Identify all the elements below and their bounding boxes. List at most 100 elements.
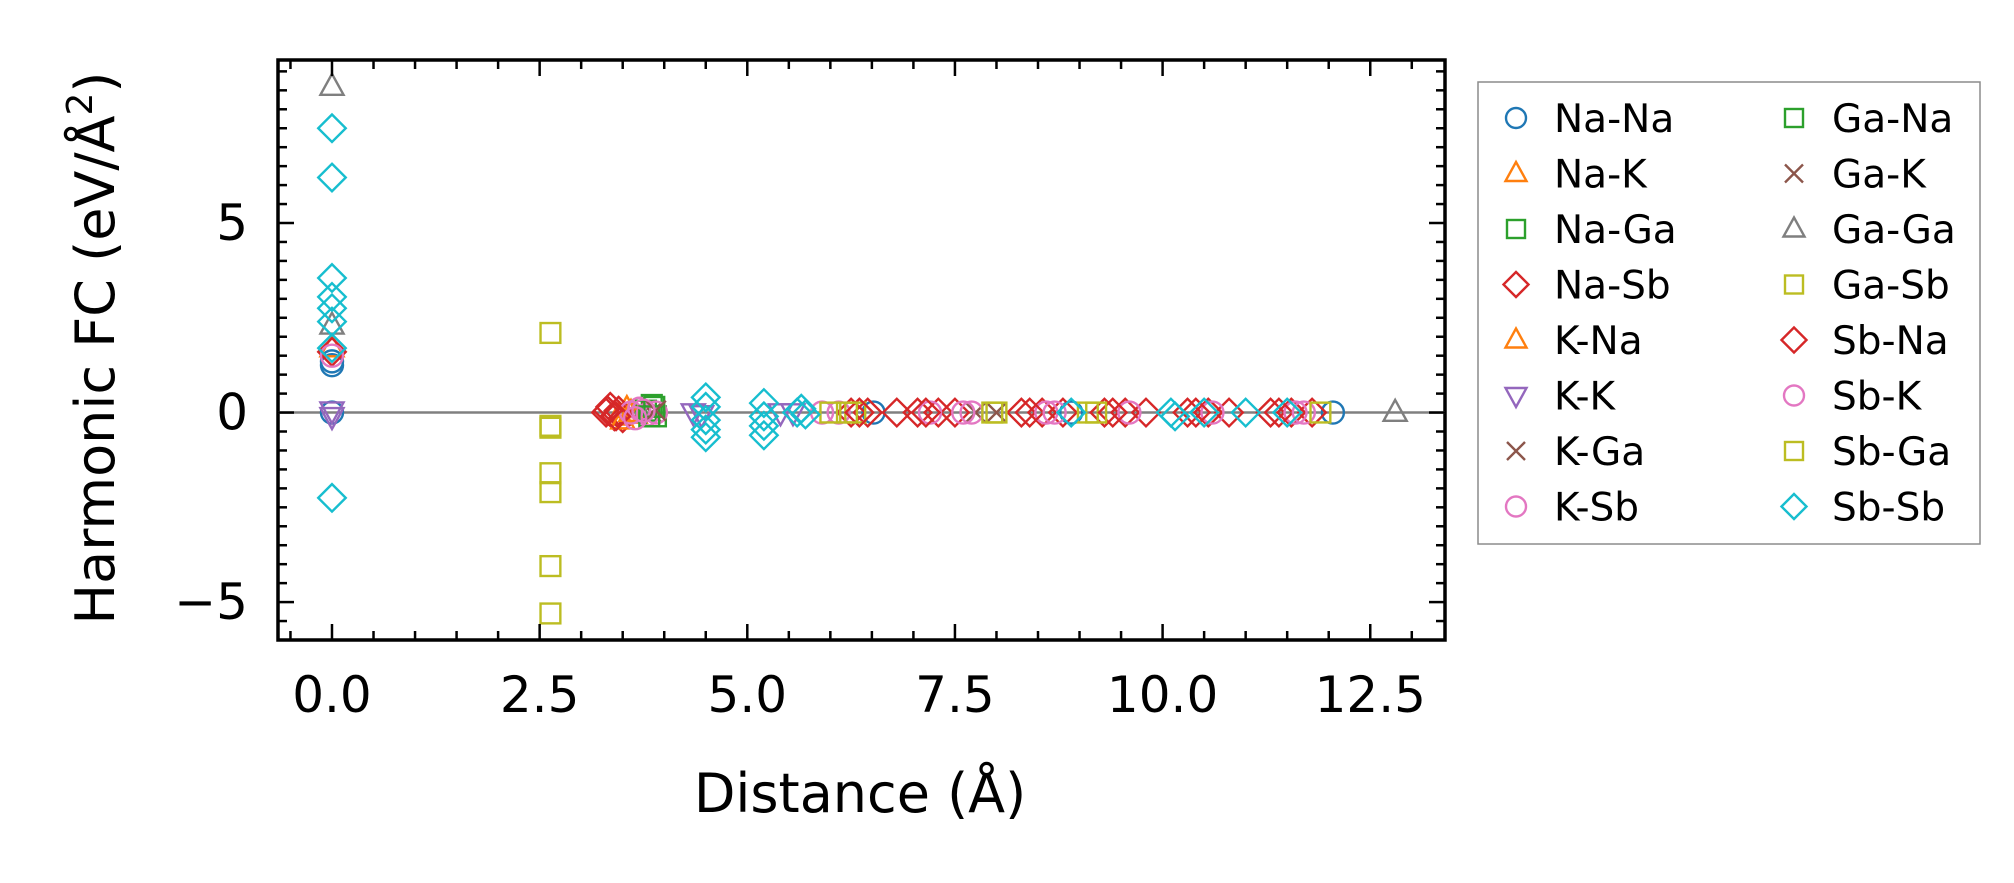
legend-label: K-Na [1554, 319, 1643, 364]
point-na-na [319, 349, 345, 374]
point-na-sb [1005, 397, 1037, 428]
point-sb-na [1263, 397, 1295, 428]
point-sb-sb [316, 332, 348, 364]
point-na-na [1320, 400, 1346, 425]
x-tick-label: 12.5 [1315, 666, 1426, 724]
data-markers [316, 71, 1409, 625]
point-na-sb [1026, 397, 1058, 428]
legend-label: Ga-Na [1832, 97, 1953, 142]
point-sb-sb [1271, 397, 1303, 428]
y-axis-title-end: ) [64, 72, 127, 93]
legend-entry-ga-ga: Ga-Ga [1781, 208, 1956, 253]
legend-marker [1504, 495, 1528, 518]
point-k-k [318, 401, 346, 426]
point-sb-sb [789, 398, 821, 430]
point-na-sb [1172, 397, 1203, 428]
point-sb-sb [316, 482, 348, 514]
point-sb-sb [748, 400, 780, 432]
point-na-sb [1296, 397, 1328, 428]
point-ga-ga [1381, 397, 1409, 422]
plot-frame [276, 58, 1447, 642]
legend-entry-k-ga: K-Ga [1506, 430, 1645, 475]
y-tick-label: 5 [216, 194, 248, 252]
legend-marker [1506, 441, 1526, 461]
point-sb-sb [690, 381, 722, 413]
legend-entry-sb-ga: Sb-Ga [1783, 430, 1951, 475]
point-sb-na [1014, 397, 1046, 428]
point-ga-sb [539, 481, 562, 504]
legend-marker [1503, 386, 1529, 410]
legend-marker [1781, 215, 1807, 238]
x-tick-label: 5.0 [708, 666, 788, 724]
x-tick-label: 0.0 [292, 666, 372, 724]
legend-marker [1784, 163, 1804, 184]
legend-marker [1783, 107, 1805, 129]
point-sb-ga [835, 401, 859, 424]
point-sb-ga [981, 401, 1004, 424]
point-k-sb [1117, 400, 1142, 425]
point-sb-k [951, 400, 976, 425]
point-na-sb [1109, 397, 1141, 428]
legend-label: Na-Na [1554, 97, 1674, 142]
legend-label: Sb-K [1832, 375, 1923, 420]
point-na-sb [939, 397, 971, 428]
point-sb-sb [690, 414, 722, 446]
point-na-sb [881, 397, 913, 428]
legend-label: Ga-K [1832, 153, 1927, 198]
point-sb-sb [316, 281, 348, 313]
x-axis-title: Distance (Å) [694, 761, 1026, 825]
point-na-sb [835, 397, 867, 428]
legend-label: K-Sb [1554, 486, 1639, 531]
point-na-sb [1213, 397, 1245, 428]
point-sb-k [631, 398, 656, 423]
point-sb-sb [316, 292, 348, 324]
legend-label: Sb-Na [1832, 319, 1949, 364]
point-sb-sb [748, 410, 780, 442]
point-na-sb [1047, 397, 1079, 428]
legend-entry-k-na: K-Na [1503, 319, 1643, 364]
legend-entry-ga-na: Ga-Na [1783, 97, 1953, 142]
point-ga-na [643, 395, 666, 418]
point-sb-ga [539, 416, 562, 439]
point-ga-sb [539, 602, 562, 625]
point-na-sb [852, 397, 884, 428]
y-tick-label: 0 [216, 384, 248, 442]
legend-box [1477, 81, 1981, 545]
point-sb-na [910, 397, 942, 428]
legend-marker [1782, 384, 1806, 407]
point-na-sb [922, 397, 954, 428]
legend-label: K-K [1554, 375, 1617, 420]
legend-entry-sb-k: Sb-K [1782, 375, 1923, 420]
legend-marker [1783, 440, 1805, 462]
legend-label: Na-Sb [1554, 264, 1671, 309]
legend-label: Na-K [1554, 153, 1648, 198]
point-sb-sb [1230, 397, 1262, 428]
legend-label: Ga-Ga [1832, 208, 1956, 253]
point-ga-sb [539, 462, 562, 485]
plot-area [276, 58, 1447, 642]
legend-label: K-Ga [1554, 430, 1645, 475]
point-na-sb [902, 397, 934, 428]
point-sb-k [622, 406, 648, 431]
legend-entry-na-ga: Na-Ga [1505, 208, 1677, 253]
point-na-sb [1130, 397, 1162, 428]
point-na-na [1059, 400, 1084, 425]
legend-entry-k-sb: K-Sb [1504, 486, 1639, 531]
x-tick-label: 7.5 [915, 666, 995, 724]
point-k-sb [1283, 400, 1308, 425]
legend-entry-na-sb: Na-Sb [1501, 264, 1671, 309]
legend-marker [1779, 325, 1809, 355]
y-tick-label: −5 [174, 573, 248, 631]
legend-entry-sb-sb: Sb-Sb [1779, 486, 1945, 531]
point-k-k [318, 406, 346, 432]
tick-labels: 0.0 2.5 5.0 7.5 10.0 12.5 −5 0 5 [174, 194, 1426, 724]
point-na-sb [1275, 397, 1307, 428]
point-ga-ga [318, 71, 346, 96]
legend-marker [1504, 106, 1528, 130]
point-sb-ga [1309, 401, 1332, 424]
point-na-sb [1089, 397, 1120, 428]
legend-marker [1501, 270, 1531, 299]
legend-marker [1503, 159, 1529, 183]
point-sb-k [1042, 400, 1067, 425]
